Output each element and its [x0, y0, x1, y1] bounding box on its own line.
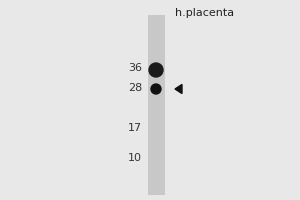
Circle shape: [149, 63, 163, 77]
Bar: [148, 15, 165, 195]
Text: 17: 17: [128, 123, 142, 133]
Text: 28: 28: [128, 83, 142, 93]
Circle shape: [151, 84, 161, 94]
Text: h.placenta: h.placenta: [175, 8, 234, 18]
Polygon shape: [175, 84, 182, 94]
Text: 10: 10: [128, 153, 142, 163]
Text: 36: 36: [128, 63, 142, 73]
